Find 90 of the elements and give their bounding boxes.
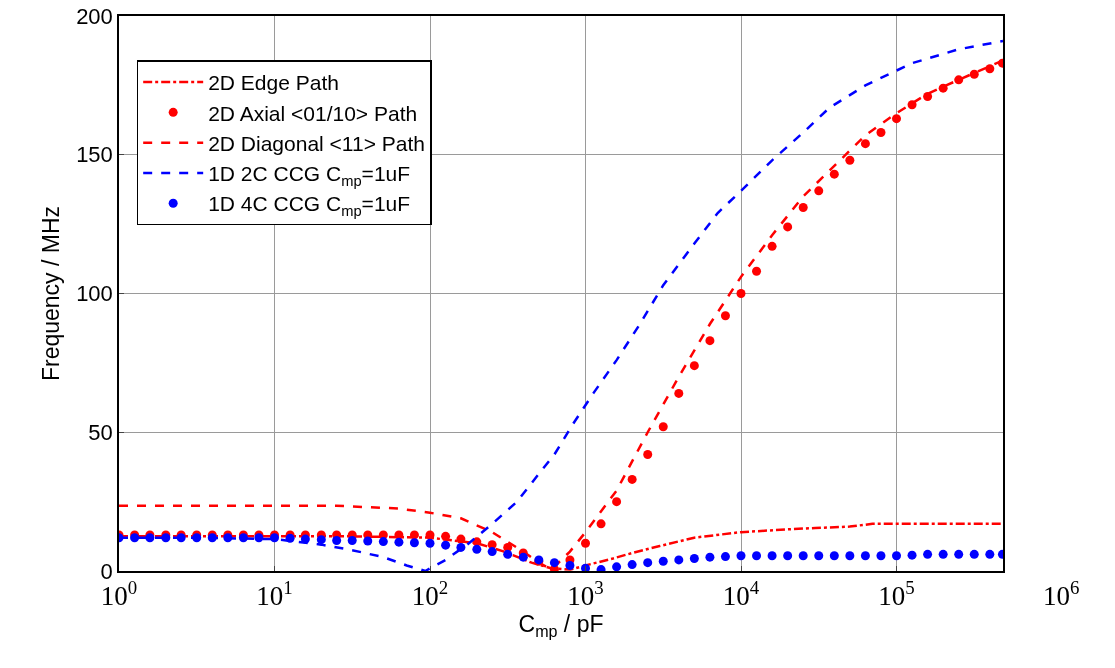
point: [752, 551, 762, 561]
point: [658, 422, 668, 432]
text: 10$^{6}$: [1043, 577, 1080, 612]
point: [767, 241, 777, 251]
point: [441, 540, 451, 550]
point: [876, 128, 886, 138]
point: [332, 535, 342, 545]
point: [720, 552, 730, 562]
point: [472, 544, 482, 554]
y-tick-label: 200: [76, 3, 113, 29]
point: [425, 538, 435, 548]
point: [689, 554, 699, 564]
point: [767, 551, 777, 561]
point: [612, 562, 622, 571]
point: [798, 551, 808, 561]
point: [705, 336, 715, 346]
point: [300, 534, 310, 544]
point: [503, 549, 513, 559]
y-tick-label: 150: [76, 142, 113, 168]
point: [549, 558, 559, 568]
x-tick-label: 10$^{3}$: [567, 576, 604, 612]
point: [860, 551, 870, 561]
point: [643, 449, 653, 459]
point: [814, 186, 824, 196]
point: [938, 549, 948, 559]
point: [969, 549, 979, 559]
point: [954, 75, 964, 85]
point: [425, 530, 435, 540]
point: [612, 497, 622, 507]
point: [581, 538, 590, 548]
point: [798, 202, 808, 212]
point: [409, 530, 419, 540]
y-tick-label: 50: [88, 419, 113, 445]
point: [845, 551, 855, 561]
point: [627, 474, 637, 484]
point: [829, 169, 839, 179]
point: [814, 551, 824, 561]
point: [985, 64, 995, 74]
point: [518, 552, 528, 562]
point: [705, 552, 715, 562]
point: [829, 551, 839, 561]
point: [736, 551, 746, 561]
point: [892, 551, 902, 561]
point: [907, 550, 917, 560]
point: [720, 311, 730, 321]
point: [316, 535, 326, 545]
x-tick-label: 10$^{1}$: [256, 576, 293, 612]
point: [347, 535, 357, 545]
y-axis-title: Frequency / MHz: [38, 205, 65, 382]
point: [456, 534, 466, 544]
legend-label: 2D Diagonal <11> Path: [208, 131, 425, 155]
point: [689, 361, 699, 371]
point: [643, 558, 653, 568]
legend-label: 2D Axial <01/10> Path: [208, 101, 418, 125]
point: [876, 551, 886, 561]
point: [658, 556, 668, 566]
point: [363, 536, 373, 546]
point: [581, 563, 590, 571]
point: [394, 537, 404, 547]
point: [954, 549, 964, 559]
point: [845, 155, 855, 165]
point: [752, 266, 762, 276]
point: [674, 388, 684, 398]
point: [674, 555, 684, 565]
point: [783, 551, 793, 561]
x-tick-label: 10$^{4}$: [722, 576, 760, 612]
x-tick-label: 10$^{5}$: [878, 576, 915, 612]
point: [892, 114, 902, 124]
point: [487, 547, 497, 557]
point: [923, 91, 933, 101]
point: [565, 560, 575, 570]
point: [736, 289, 746, 298]
y-tick-label: 100: [76, 281, 113, 307]
point: [938, 83, 948, 93]
point: [923, 549, 933, 559]
point: [627, 560, 637, 570]
point: [409, 538, 419, 548]
x-tick-label: 10$^{2}$: [411, 576, 449, 612]
point: [378, 537, 388, 547]
legend-label: 2D Edge Path: [208, 71, 339, 95]
point: [860, 139, 870, 149]
point: [969, 69, 979, 79]
point: [985, 549, 995, 559]
point: [596, 519, 606, 529]
legend-label: 1D 2C CCG C$_{mp}$=1uF: [208, 162, 411, 189]
x-axis-title: C$_{mp}$ / pF: [518, 611, 604, 640]
point: [783, 222, 793, 232]
point: [441, 531, 451, 541]
point: [456, 542, 466, 552]
legend-label: 1D 4C CCG C$_{mp}$=1uF: [208, 192, 411, 219]
